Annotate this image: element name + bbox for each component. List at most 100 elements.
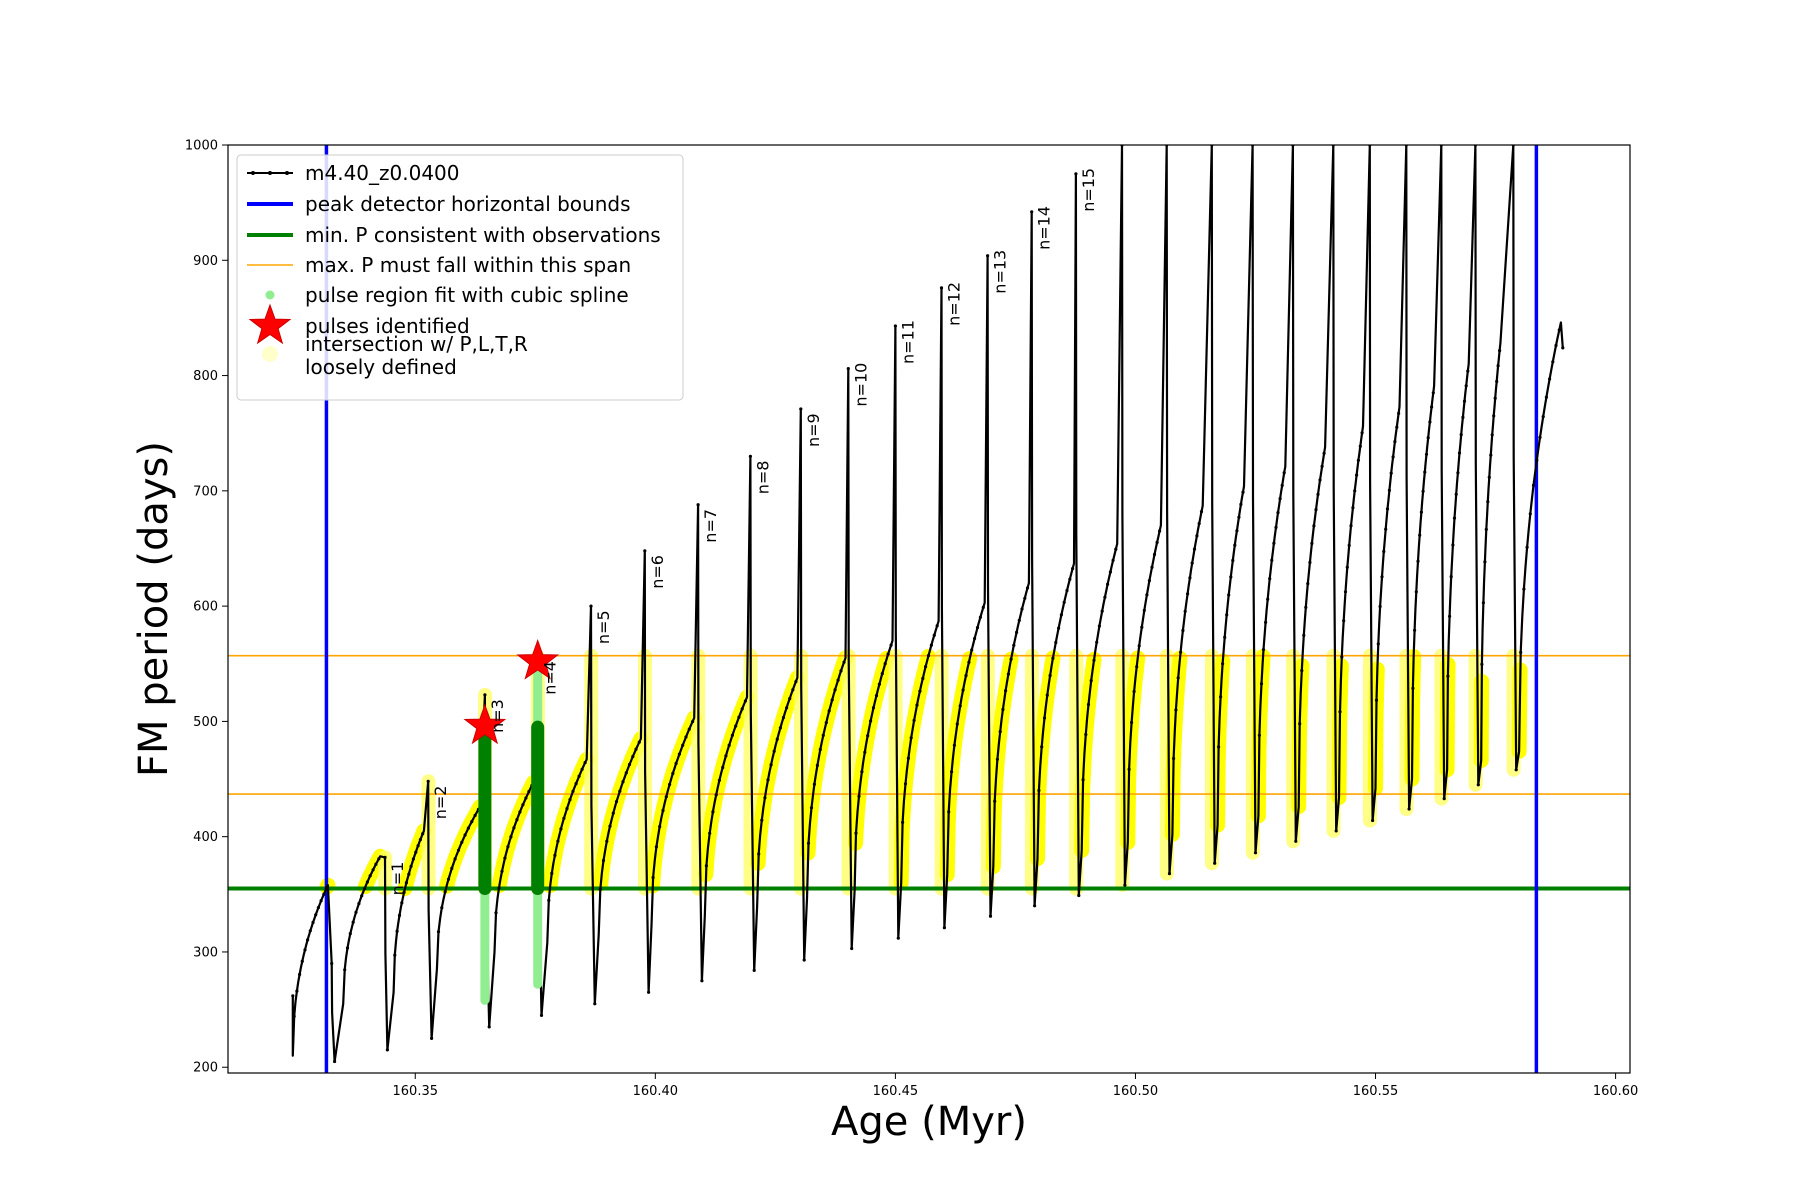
track-marker: [624, 771, 628, 775]
track-marker: [1114, 547, 1118, 551]
track-marker: [456, 848, 461, 852]
track-marker: [1407, 807, 1411, 811]
x-tick-label: 160.40: [633, 1084, 679, 1099]
track-marker: [453, 857, 457, 861]
track-marker: [1217, 745, 1221, 749]
track-marker: [1150, 565, 1154, 569]
track-marker: [1132, 689, 1136, 694]
track-marker: [627, 762, 632, 767]
track-marker: [1310, 541, 1314, 546]
track-marker: [1231, 558, 1235, 563]
legend-label: m4.40_z0.0400: [305, 161, 460, 185]
track-marker: [1195, 534, 1199, 538]
track-marker: [1278, 497, 1282, 501]
track-marker: [1188, 576, 1192, 580]
track-marker: [1411, 686, 1415, 690]
track-marker: [483, 693, 487, 697]
track-marker: [748, 454, 753, 458]
track-marker: [634, 747, 638, 751]
legend-swatch-dot: [265, 290, 275, 300]
track-marker: [717, 778, 722, 782]
track-marker: [463, 833, 467, 837]
track-marker: [651, 875, 655, 880]
track-marker: [518, 810, 522, 814]
track-marker: [583, 761, 587, 765]
track-marker: [721, 765, 725, 770]
track-marker: [377, 857, 381, 861]
track-marker: [677, 752, 682, 756]
track-marker: [1421, 489, 1425, 493]
track-marker: [1316, 492, 1320, 496]
track-marker: [1037, 788, 1041, 793]
track-marker: [860, 770, 864, 774]
track-marker: [409, 864, 413, 868]
track-marker: [1155, 540, 1159, 545]
track-marker: [539, 1013, 544, 1018]
track-marker: [1147, 579, 1151, 583]
track-marker: [1020, 607, 1024, 611]
track-marker: [1306, 582, 1310, 586]
track-marker: [791, 688, 795, 692]
track-marker: [1519, 650, 1523, 655]
track-marker: [354, 910, 358, 914]
track-marker: [1140, 625, 1144, 629]
track-marker: [1253, 851, 1258, 855]
track-marker: [460, 840, 464, 844]
track-marker: [1423, 470, 1427, 474]
y-tick-label: 800: [193, 369, 218, 384]
track-marker: [298, 972, 302, 977]
track-marker: [1274, 525, 1278, 530]
track-marker: [1380, 575, 1384, 579]
track-marker: [769, 763, 773, 767]
track-marker: [915, 703, 919, 707]
track-marker: [1300, 669, 1304, 673]
track-marker: [1430, 405, 1434, 409]
track-marker: [1424, 452, 1429, 456]
track-marker: [577, 774, 581, 778]
track-marker: [737, 715, 741, 719]
legend-label-line: min. P consistent with observations: [305, 223, 661, 247]
track-marker: [1051, 656, 1055, 660]
track-marker: [319, 899, 323, 903]
track-marker: [1025, 586, 1030, 590]
track-marker: [1092, 658, 1096, 662]
track-marker: [1190, 561, 1194, 565]
track-marker: [1342, 619, 1346, 623]
track-marker: [794, 680, 798, 684]
track-marker: [368, 874, 372, 878]
track-marker: [978, 615, 983, 619]
track-marker: [1446, 674, 1450, 678]
track-marker: [918, 689, 922, 693]
y-tick-label: 1000: [185, 139, 218, 154]
track-marker: [614, 800, 619, 804]
track-marker: [821, 733, 825, 737]
track-marker: [889, 643, 893, 647]
track-marker: [1418, 533, 1422, 537]
track-marker: [1452, 516, 1457, 520]
track-marker: [1431, 391, 1435, 395]
track-marker: [365, 880, 369, 884]
track-marker: [1541, 415, 1545, 419]
track-marker: [1040, 745, 1044, 749]
track-marker: [961, 688, 965, 692]
track-marker: [1235, 529, 1239, 533]
track-marker: [418, 838, 422, 842]
track-marker: [952, 743, 957, 747]
track-marker: [631, 755, 635, 759]
track-marker: [397, 913, 402, 918]
track-marker: [292, 1014, 296, 1018]
track-marker: [547, 898, 551, 903]
track-marker: [1548, 377, 1552, 381]
track-marker: [901, 820, 905, 825]
track-marker: [1186, 592, 1190, 596]
legend-swatch-marker: [251, 171, 255, 175]
track-marker: [1054, 640, 1058, 645]
track-marker: [605, 839, 609, 843]
legend-label-line: loosely defined: [305, 355, 457, 379]
track-marker: [306, 938, 310, 942]
track-marker: [303, 948, 307, 952]
legend-label: max. P must fall within this span: [305, 253, 631, 277]
x-tick-label: 160.55: [1353, 1084, 1399, 1099]
track-marker: [1561, 346, 1565, 350]
track-marker: [1413, 628, 1417, 632]
